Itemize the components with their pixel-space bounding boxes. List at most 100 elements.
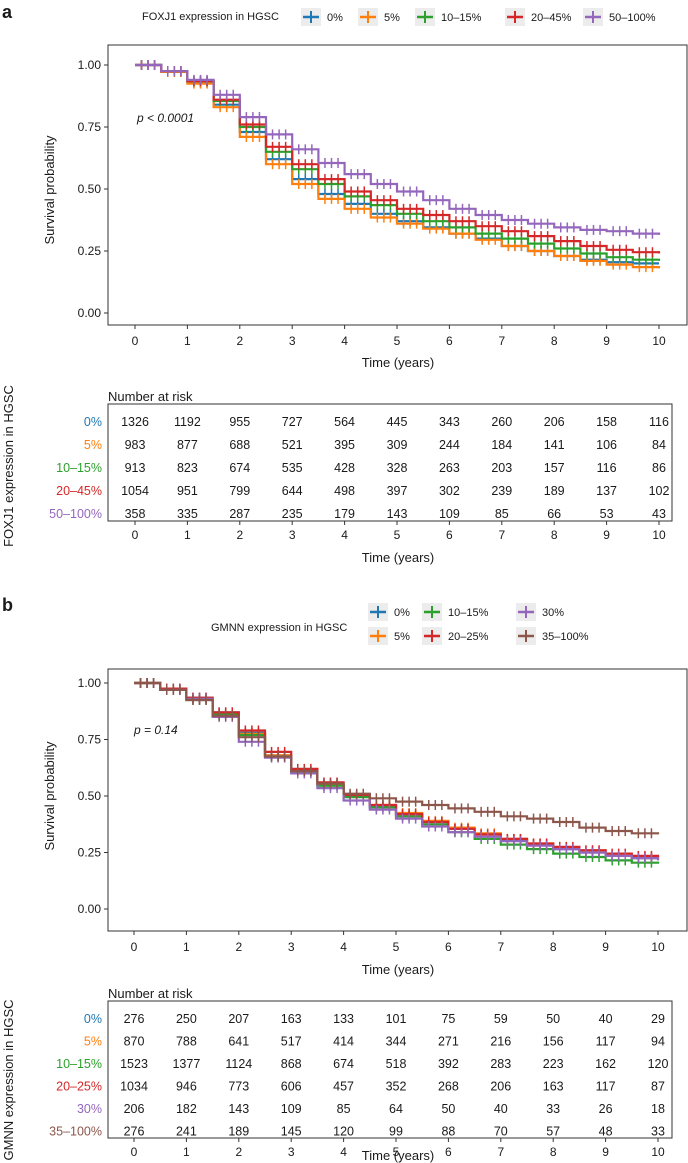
x-tick-label: 10 <box>652 334 666 348</box>
risk-value: 75 <box>441 1012 455 1026</box>
legend-label: 10–15% <box>441 12 482 24</box>
risk-value: 53 <box>600 507 614 521</box>
x-tick-label: 0 <box>131 940 138 954</box>
risk-value: 521 <box>282 438 303 452</box>
risk-value: 48 <box>599 1125 613 1139</box>
risk-value: 43 <box>652 507 666 521</box>
risk-value: 70 <box>494 1125 508 1139</box>
risk-title-b: Number at risk <box>108 986 193 1001</box>
risk-value: 823 <box>177 461 198 475</box>
x-tick-label: 6 <box>445 940 452 954</box>
survival-curve-10–15% <box>135 63 661 261</box>
risk-value: 606 <box>281 1080 302 1094</box>
risk-value: 216 <box>490 1035 511 1049</box>
legend-label: 0% <box>394 607 410 619</box>
risk-value: 877 <box>177 438 198 452</box>
risk-x-tick-label: 7 <box>498 528 505 542</box>
risk-value: 85 <box>337 1102 351 1116</box>
risk-value: 344 <box>386 1035 407 1049</box>
risk-value: 40 <box>494 1102 508 1116</box>
risk-x-tick-label: 6 <box>445 1145 452 1159</box>
panel-label-b: b <box>2 595 13 615</box>
risk-value: 206 <box>490 1080 511 1094</box>
risk-x-tick-label: 2 <box>235 1145 242 1159</box>
legend-item-20–45%: 20–45% <box>505 8 572 26</box>
risk-value: 343 <box>439 415 460 429</box>
risk-value: 66 <box>547 507 561 521</box>
legend-label: 35–100% <box>542 631 589 643</box>
risk-value: 223 <box>543 1057 564 1071</box>
risk-value: 85 <box>495 507 509 521</box>
risk-value: 799 <box>229 484 250 498</box>
risk-value: 189 <box>228 1125 249 1139</box>
risk-value: 250 <box>176 1012 197 1026</box>
risk-value: 239 <box>491 484 512 498</box>
risk-x-label-a: Time (years) <box>362 550 434 565</box>
legend-item-10–15%: 10–15% <box>415 8 482 26</box>
legend-label: 20–25% <box>448 631 489 643</box>
y-tick-label: 0.75 <box>78 120 102 134</box>
risk-value: 283 <box>490 1057 511 1071</box>
legend-label: 10–15% <box>448 607 489 619</box>
risk-value: 395 <box>334 438 355 452</box>
risk-x-tick-label: 4 <box>340 1145 347 1159</box>
risk-value: 206 <box>544 415 565 429</box>
risk-value: 397 <box>387 484 408 498</box>
risk-value: 102 <box>649 484 670 498</box>
risk-x-tick-label: 10 <box>651 1145 665 1159</box>
x-tick-label: 8 <box>551 334 558 348</box>
y-axis-label-a: Survival probability <box>42 135 57 245</box>
x-tick-label: 9 <box>602 940 609 954</box>
risk-value: 1192 <box>174 415 201 429</box>
censor-marks-50–100% <box>140 60 654 239</box>
x-tick-label: 1 <box>183 940 190 954</box>
x-tick-label: 7 <box>497 940 504 954</box>
risk-x-tick-label: 0 <box>132 528 139 542</box>
x-tick-label: 3 <box>289 334 296 348</box>
risk-value: 26 <box>599 1102 613 1116</box>
legend-title-b: GMNN expression in HGSC <box>211 622 347 634</box>
risk-value: 86 <box>652 461 666 475</box>
risk-value: 143 <box>387 507 408 521</box>
risk-table-b: 0% 276 250 207 163 133 101 75 59 50 40 295% 870 788 64… <box>49 1000 673 1159</box>
censor-marks-0% <box>139 678 653 864</box>
risk-value: 50 <box>546 1012 560 1026</box>
risk-value: 29 <box>651 1012 665 1026</box>
legend-item-30%: 30% <box>516 603 564 621</box>
risk-value: 156 <box>543 1035 564 1049</box>
risk-value: 57 <box>546 1125 560 1139</box>
risk-value: 868 <box>281 1057 302 1071</box>
risk-row-label: 5% <box>84 438 102 452</box>
risk-value: 1523 <box>120 1057 148 1071</box>
legend-label: 20–45% <box>531 12 572 24</box>
censor-marks-30% <box>139 678 653 864</box>
legend-b: 0% 5% 10–15% 20–25% 30% 35–100% <box>368 603 589 645</box>
risk-x-tick-label: 7 <box>497 1145 504 1159</box>
risk-y-label-a: FOXJ1 expression in HGSC <box>1 385 16 547</box>
risk-value: 674 <box>333 1057 354 1071</box>
risk-x-tick-label: 9 <box>602 1145 609 1159</box>
risk-value: 276 <box>124 1012 145 1026</box>
plot-area-a: 0.00 0.25 0.50 0.75 1.00 0 1 2 3 4 5 6 7 8 9 10 <box>78 44 688 348</box>
panel-a: a FOXJ1 expression in HGSC 0% 5% 10–15% 20–… <box>1 2 688 565</box>
risk-value: 1054 <box>121 484 149 498</box>
risk-value: 674 <box>229 461 250 475</box>
risk-value: 517 <box>281 1035 302 1049</box>
legend-label: 30% <box>542 607 564 619</box>
censor-marks-10–15% <box>140 60 654 265</box>
risk-value: 33 <box>651 1125 665 1139</box>
risk-value: 184 <box>491 438 512 452</box>
risk-value: 189 <box>544 484 565 498</box>
risk-value: 133 <box>333 1012 354 1026</box>
risk-value: 535 <box>282 461 303 475</box>
x-tick-label: 1 <box>184 334 191 348</box>
y-tick-label: 0.75 <box>78 733 102 747</box>
y-tick-label: 0.00 <box>78 902 102 916</box>
risk-value: 50 <box>441 1102 455 1116</box>
risk-row-label: 20–45% <box>56 484 102 498</box>
risk-row-label: 20–25% <box>56 1080 102 1094</box>
risk-row-label: 10–15% <box>56 461 102 475</box>
panel-b: b GMNN expression in HGSC 0% 5% 10–15% 20–2… <box>1 595 688 1163</box>
risk-value: 109 <box>281 1102 302 1116</box>
